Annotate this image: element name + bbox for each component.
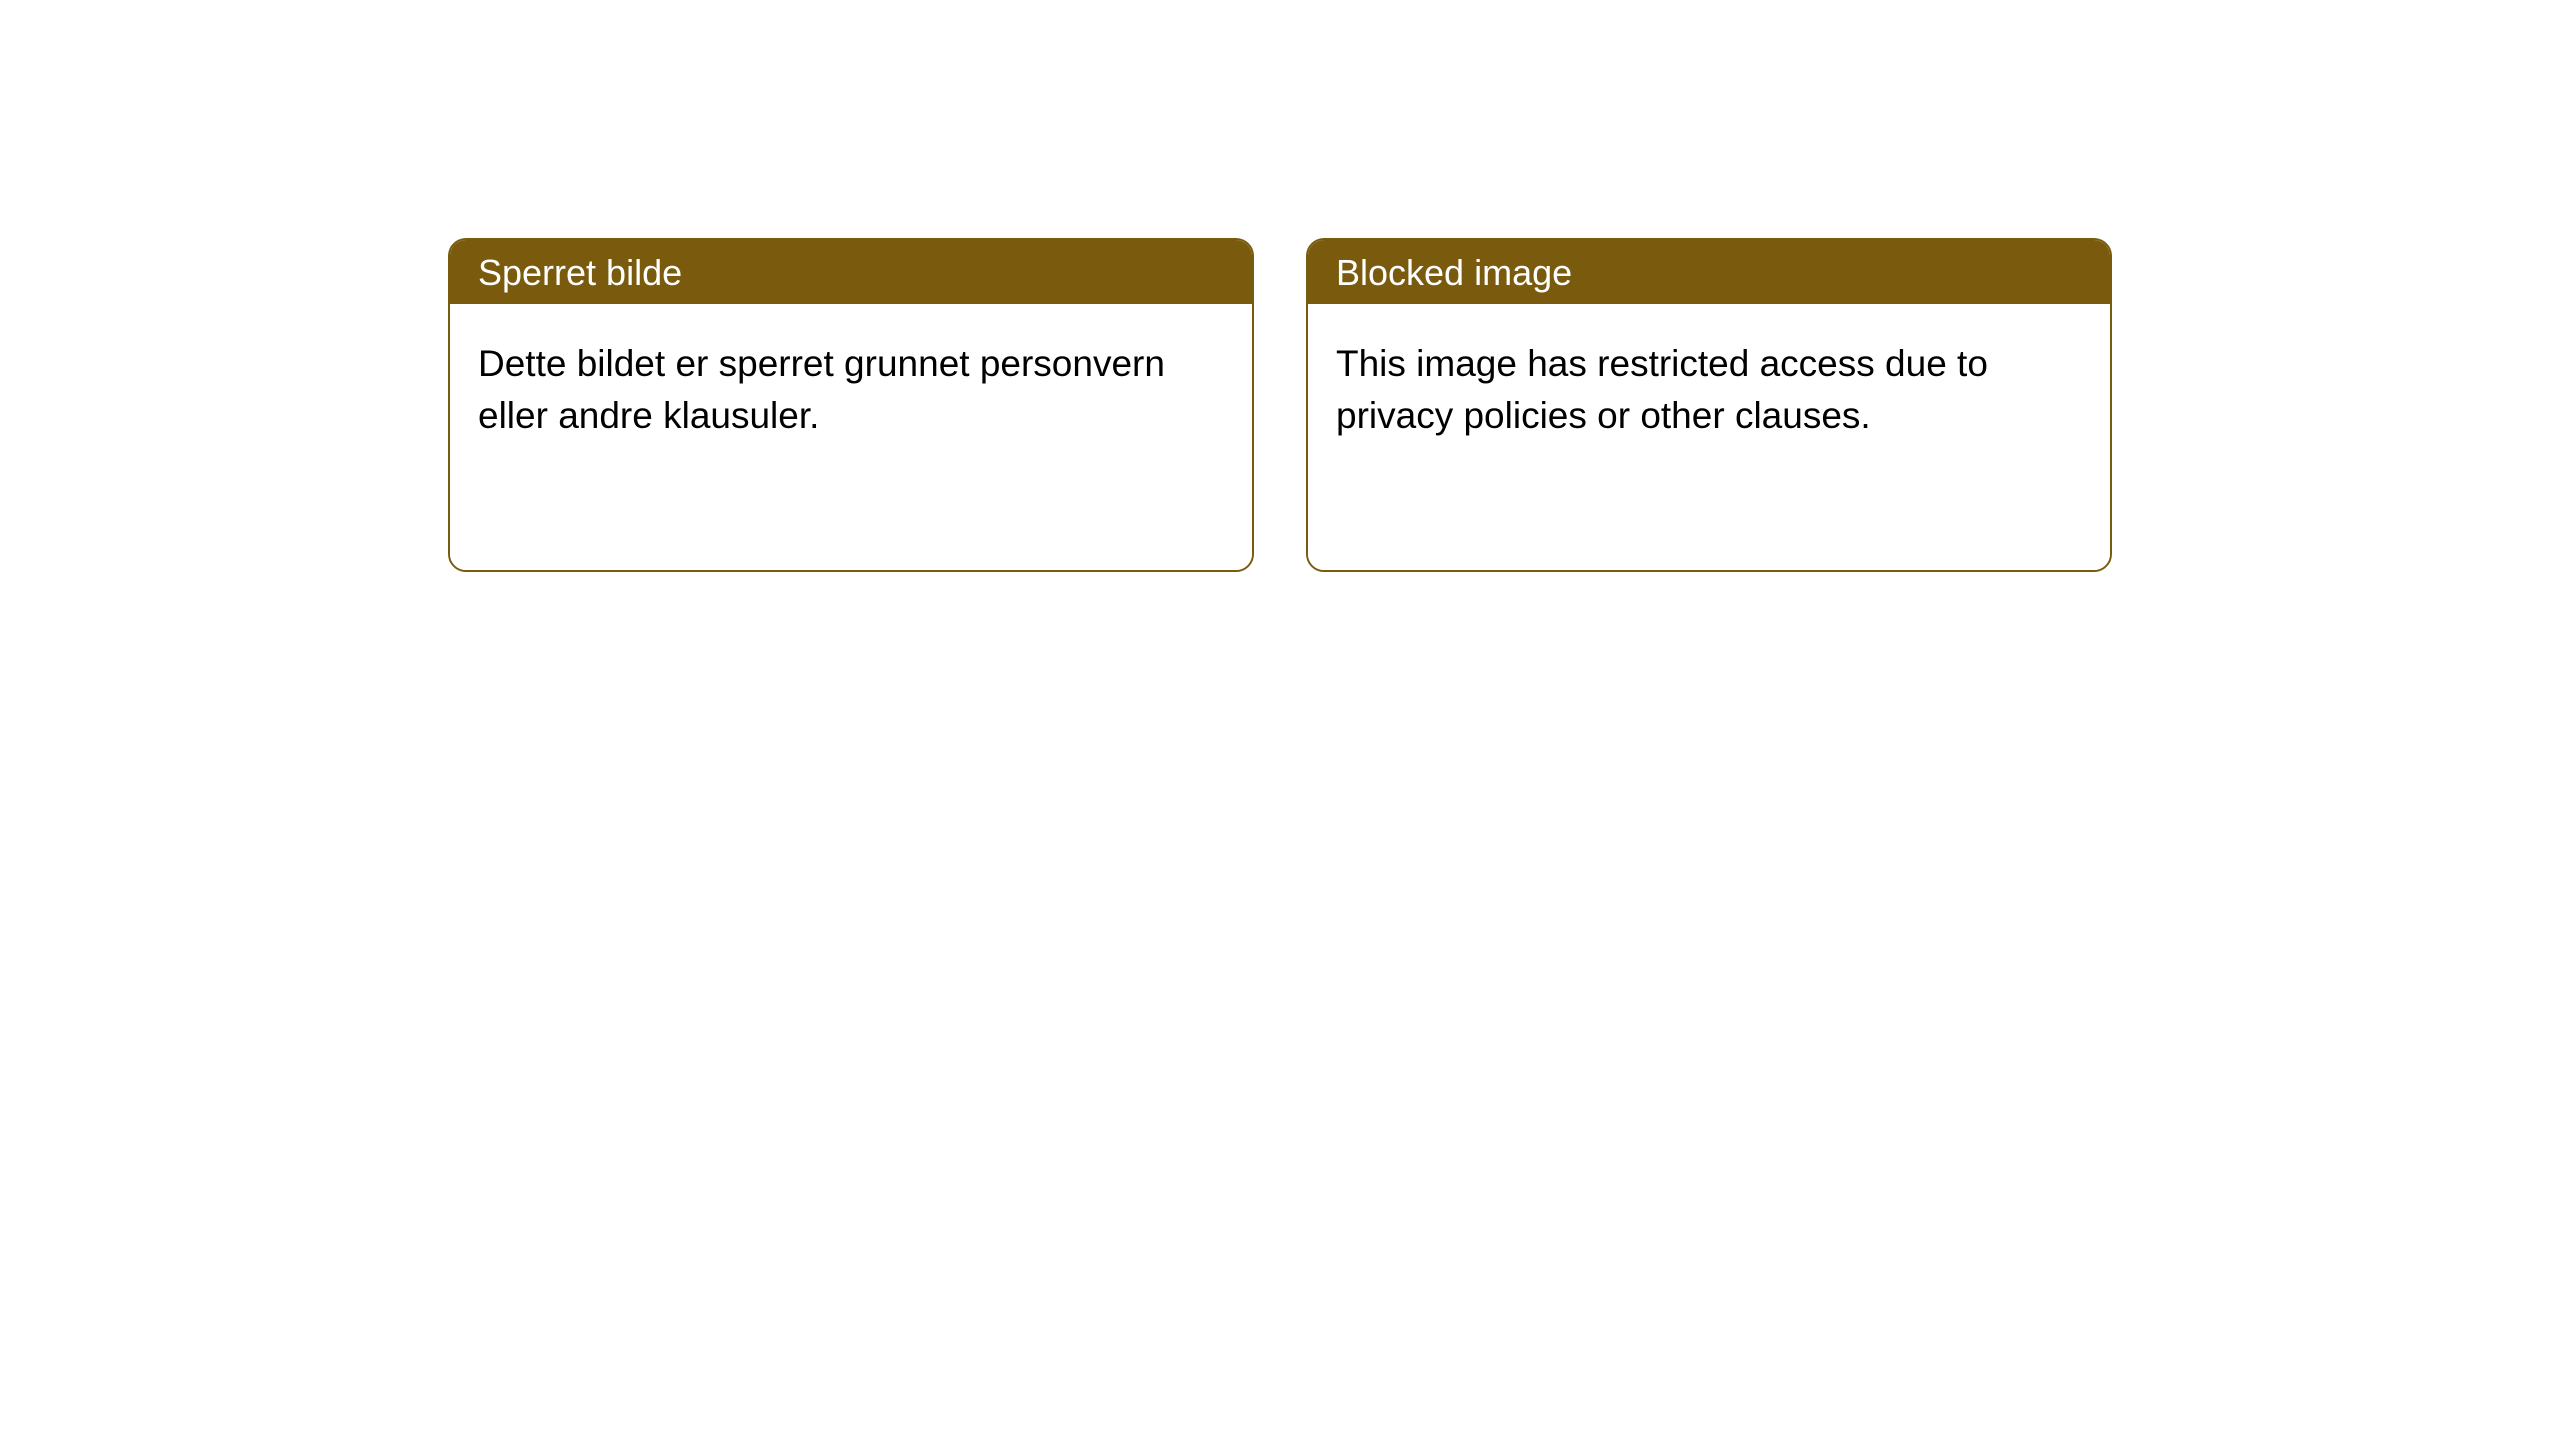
blocked-image-card-no: Sperret bilde Dette bildet er sperret gr… [448, 238, 1254, 572]
card-header: Sperret bilde [450, 240, 1252, 304]
card-body: This image has restricted access due to … [1308, 304, 2110, 570]
blocked-image-card-en: Blocked image This image has restricted … [1306, 238, 2112, 572]
card-header: Blocked image [1308, 240, 2110, 304]
card-body: Dette bildet er sperret grunnet personve… [450, 304, 1252, 570]
notice-container: Sperret bilde Dette bildet er sperret gr… [0, 0, 2560, 572]
